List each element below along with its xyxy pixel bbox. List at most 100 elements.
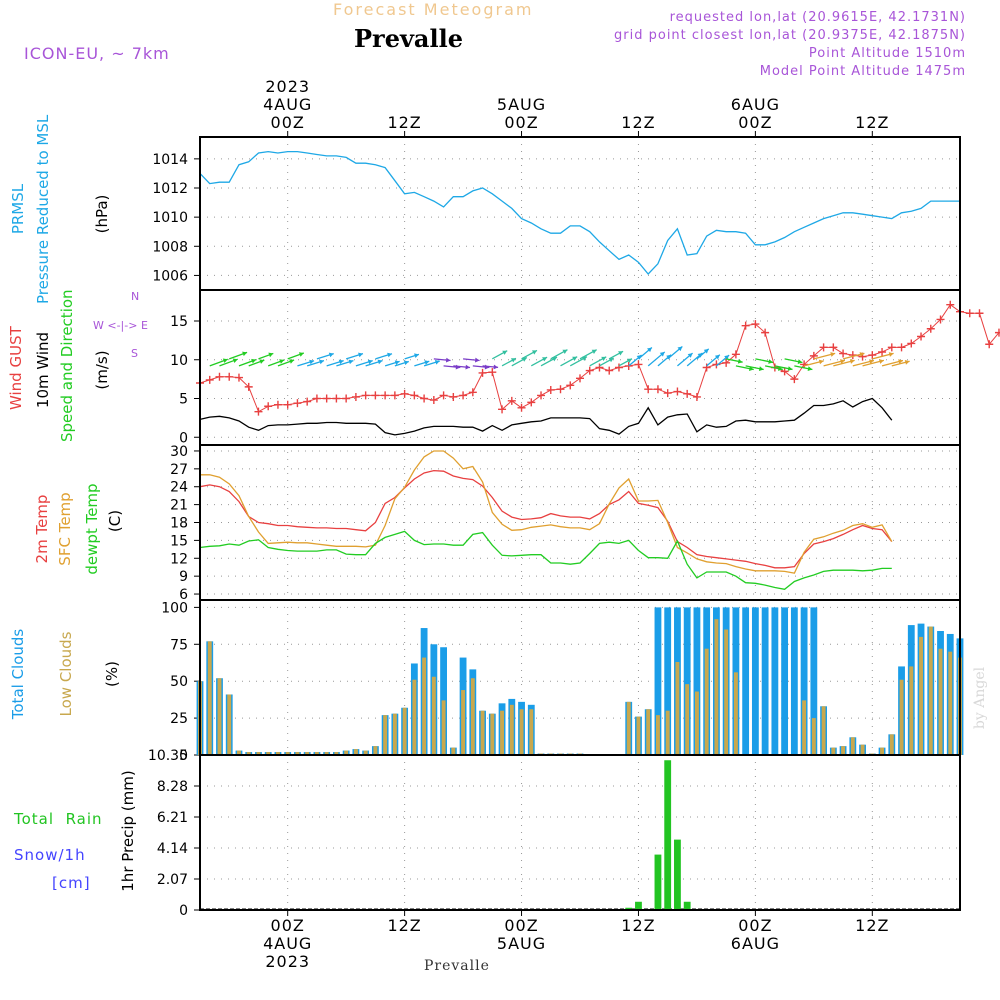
low-cloud-bar: [451, 747, 456, 755]
rain-bar: [625, 907, 633, 910]
top-x-tick-label: 12Z: [387, 113, 421, 132]
low-cloud-bar: [665, 710, 670, 755]
wind-arrow-head: [601, 356, 607, 362]
low-cloud-bar: [636, 716, 641, 755]
bottom-x-tick-label: 12Z: [855, 916, 889, 935]
wind-arrow-head: [818, 359, 824, 365]
low-cloud-bar: [217, 678, 222, 755]
grid-point-coords: grid point closest lon,lat (20.9375E, 42…: [614, 28, 966, 43]
total-cloud-bar: [790, 607, 798, 755]
snow-label: Snow/1h: [14, 846, 86, 864]
rain-bar: [674, 839, 681, 910]
gust-marker: [887, 343, 896, 352]
low-cloud-bar: [441, 700, 446, 755]
temp-2m-line: [199, 469, 893, 569]
y-tick-label: 1008: [152, 239, 188, 255]
wind-arrow-head: [510, 358, 516, 363]
gust-marker: [264, 402, 273, 411]
wind-arrow-head: [758, 366, 764, 371]
total-cloud-bar: [751, 607, 759, 755]
low-cloud-bar: [841, 746, 846, 755]
wind-arrow-head: [797, 359, 803, 364]
gust-marker: [322, 394, 331, 403]
wind-arrow-head: [724, 355, 730, 360]
gust-marker: [614, 363, 623, 372]
gust-marker: [439, 391, 448, 400]
gust-marker: [965, 309, 974, 318]
low-cloud-bar: [431, 676, 436, 755]
low-cloud-bar: [324, 752, 329, 755]
y-tick-label: 1006: [152, 268, 188, 284]
gust-marker: [624, 361, 633, 370]
wind-arrow-head: [636, 355, 642, 360]
precip-panel-frame: [199, 754, 961, 911]
low-cloud-bar: [490, 713, 495, 755]
bottom-x-tick-label: 12Z: [387, 916, 421, 935]
y-tick-label: 2.07: [157, 872, 188, 888]
low-cloud-bar: [802, 700, 807, 755]
wind-arrow-head: [591, 349, 597, 354]
rain-bar: [654, 854, 662, 910]
low-cloud-bar: [831, 747, 836, 755]
gust-marker: [244, 382, 253, 391]
low-cloud-bar: [392, 713, 397, 755]
wind-arrow-head: [445, 357, 451, 363]
wind-arrow-head: [677, 346, 683, 352]
total-cloud-bar: [654, 607, 662, 755]
low-cloud-bar: [850, 737, 855, 755]
gust-marker: [994, 328, 1000, 337]
top-x-tick-label: 00Z: [504, 113, 538, 132]
low-cloud-bar: [938, 648, 943, 755]
top-x-tick-label: 2023: [265, 77, 310, 96]
gust-marker: [829, 343, 838, 352]
low-cloud-bar: [334, 752, 339, 755]
gust-marker: [566, 381, 575, 390]
low-cloud-bar: [383, 715, 388, 755]
y-tick-label: 1010: [152, 210, 188, 226]
low-cloud-bar: [821, 706, 826, 755]
dewpt-temp-line: [199, 530, 892, 590]
watermark: by Angel: [972, 666, 988, 730]
y-tick-label: 8.28: [157, 779, 188, 795]
low-cloud-bar: [373, 746, 378, 755]
top-x-tick-label: 12Z: [621, 113, 655, 132]
gust-marker: [351, 392, 360, 401]
gust-marker: [420, 394, 429, 403]
wind-arrow-head: [542, 357, 548, 362]
wind-arrow-head: [465, 364, 471, 370]
low-cloud-bar: [675, 662, 680, 755]
wind-arrow-head: [222, 358, 228, 364]
wind-arrow-head: [242, 351, 248, 357]
model-label: ICON-EU, ~ 7km: [24, 44, 170, 63]
y-tick-label: 18: [170, 516, 188, 532]
gust-marker: [507, 396, 516, 405]
gust-marker: [342, 394, 351, 403]
low-cloud-bar: [256, 752, 261, 755]
wind-arrow-head: [647, 347, 652, 353]
snow-unit-label: [cm]: [52, 874, 91, 892]
forecast-meteogram-title: Forecast Meteogram: [333, 0, 534, 19]
wind-arrow-head: [414, 353, 419, 359]
wind-arrow-head: [493, 364, 499, 370]
gust-marker: [946, 300, 955, 309]
top-x-tick-label: 4AUG: [263, 95, 312, 114]
gust-marker: [839, 349, 848, 358]
gust-marker: [595, 363, 604, 372]
prmsl-line: [199, 150, 960, 275]
wind-arrow-head: [807, 366, 813, 371]
sfc-temp-line: [200, 450, 893, 574]
gust-marker: [215, 372, 224, 381]
wind-arrow-head: [268, 352, 274, 358]
temp-2m-label: 2m Temp: [33, 494, 51, 564]
wind-arrow-head: [562, 349, 568, 354]
gust-marker: [917, 332, 926, 341]
bottom-x-tick-label: 2023: [265, 952, 310, 971]
temp-panel-frame: [199, 444, 961, 601]
gust-marker: [653, 385, 662, 394]
gust-marker: [897, 343, 906, 352]
gust-marker: [361, 391, 370, 400]
total-cloud-bar: [771, 607, 779, 755]
y-tick-label: 10.35: [148, 748, 188, 764]
wind-arrow-head: [328, 352, 334, 358]
low-cloud-bar: [646, 709, 651, 755]
